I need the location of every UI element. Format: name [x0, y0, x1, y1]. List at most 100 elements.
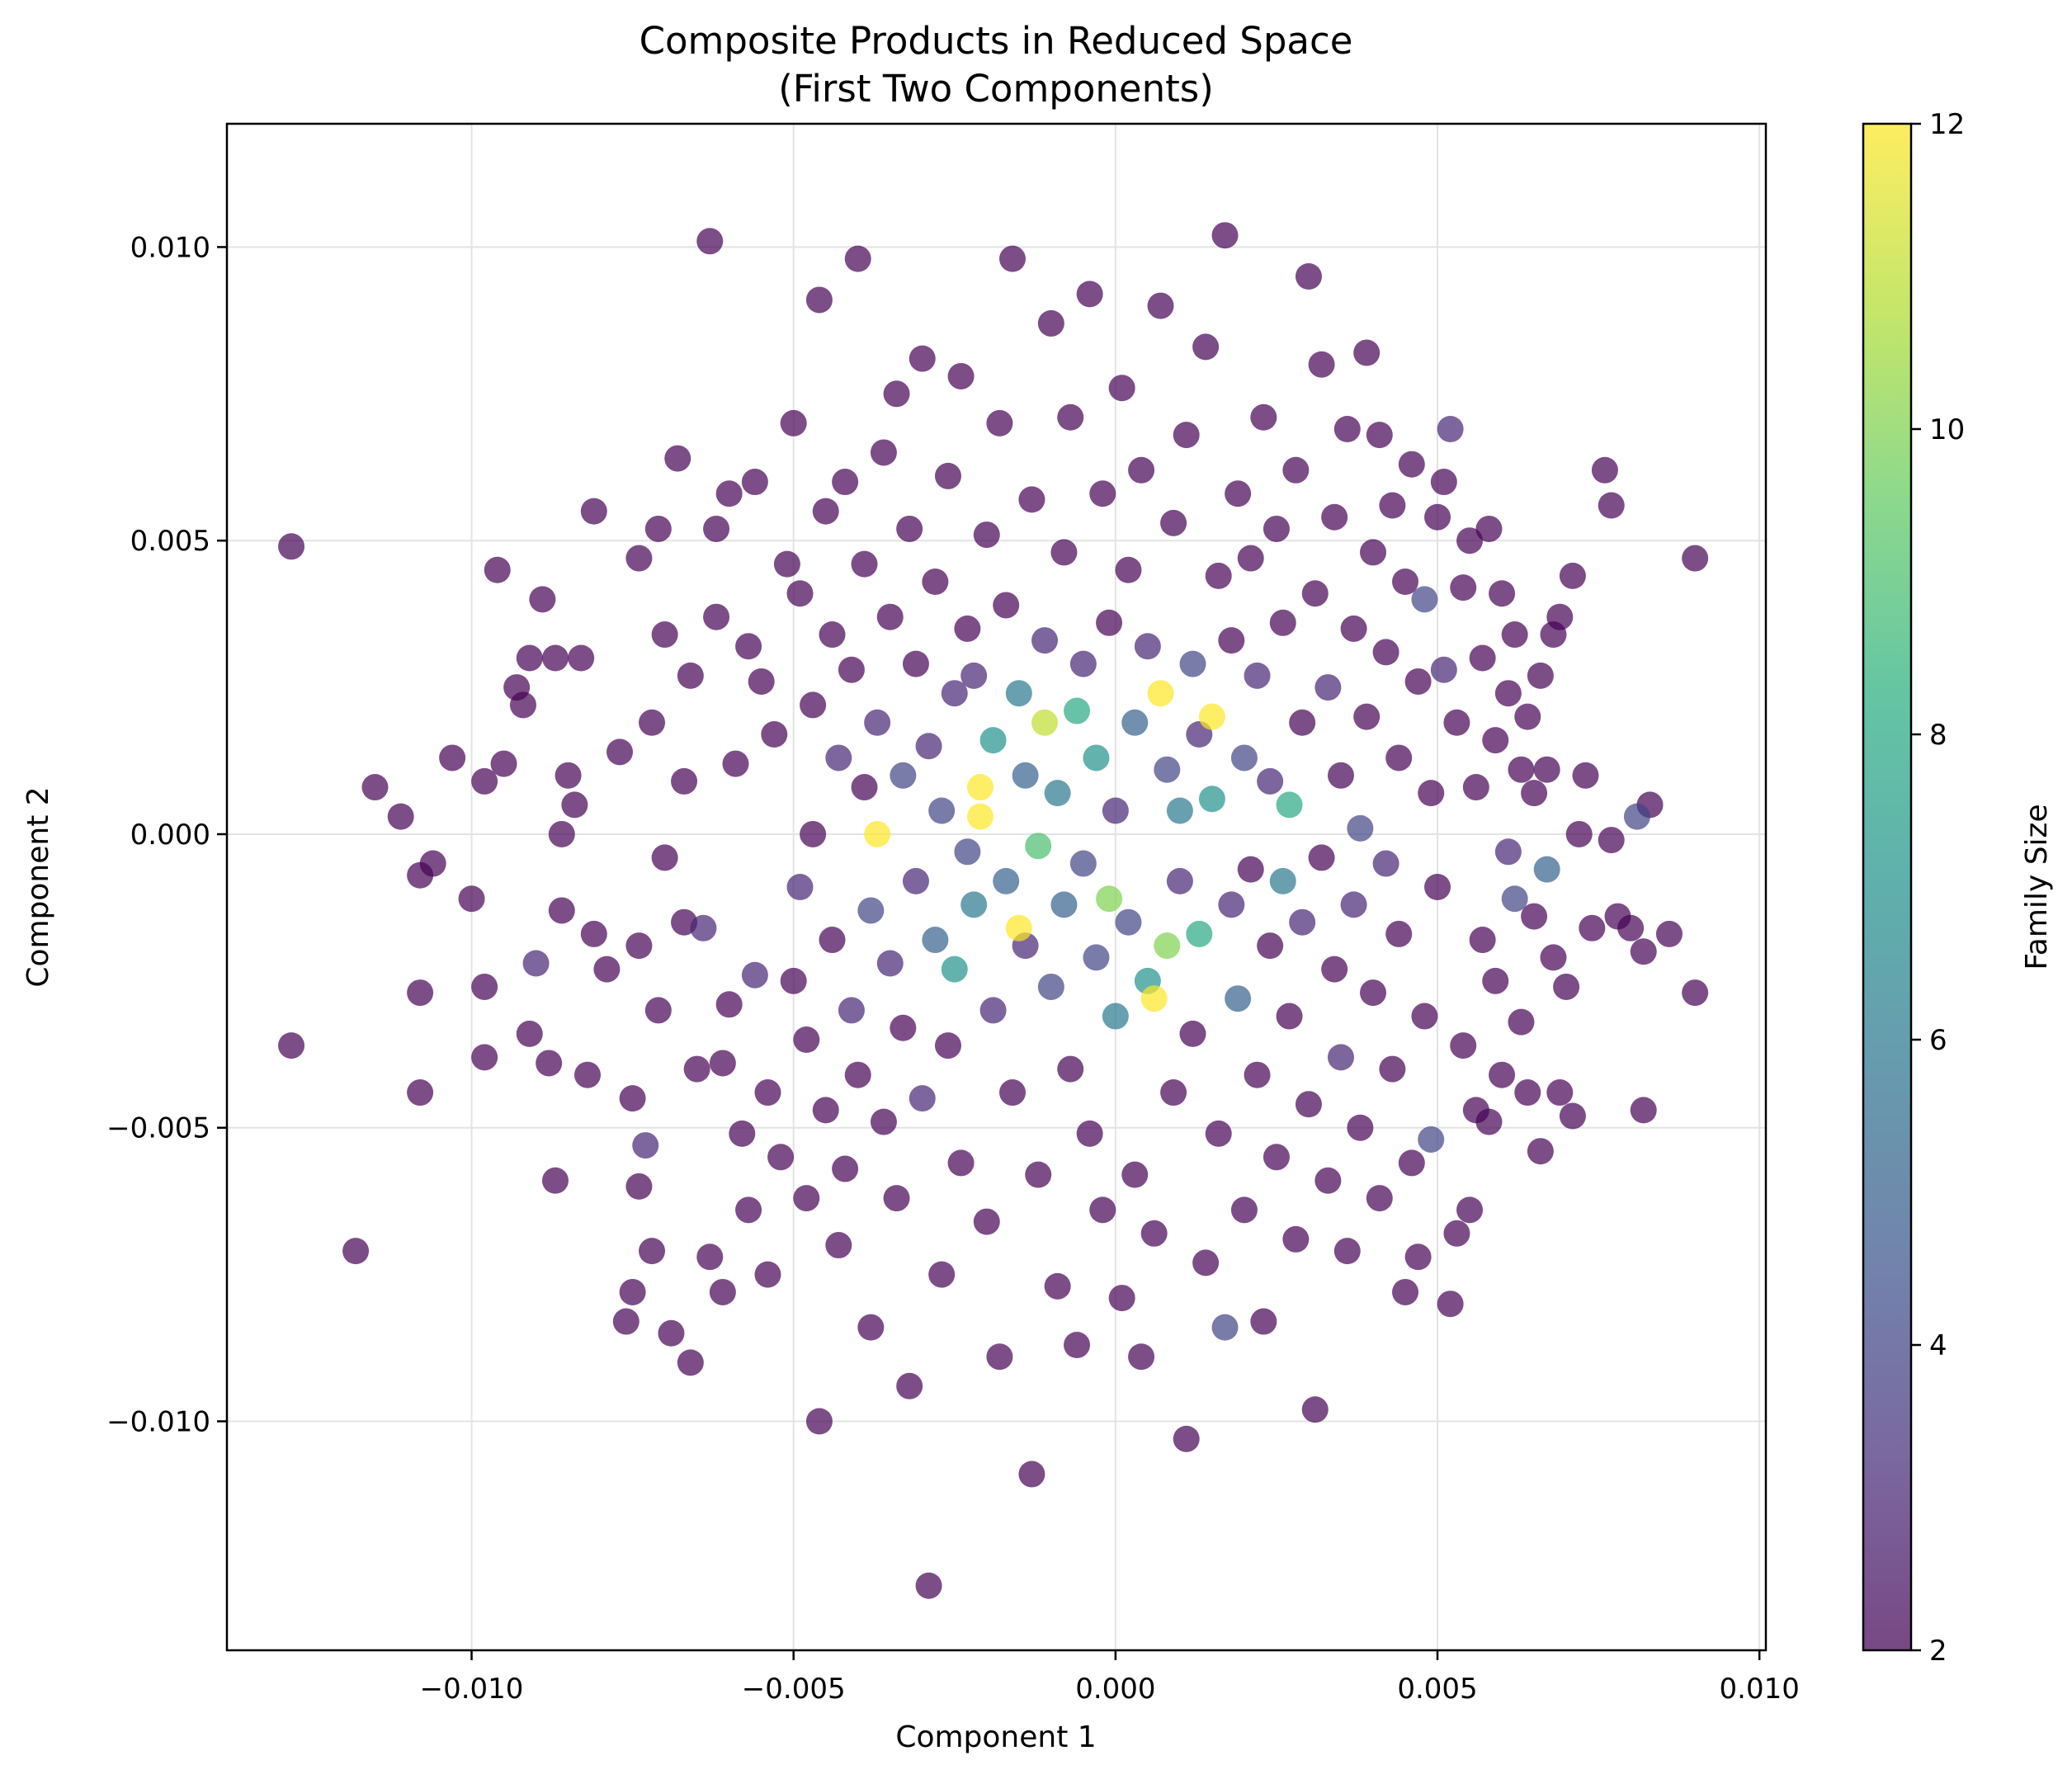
scatter-point: [1456, 527, 1484, 554]
scatter-point: [973, 1208, 1000, 1235]
scatter-point: [1225, 480, 1252, 507]
scatter-point: [1379, 492, 1406, 519]
x-axis-ticks: −0.010 −0.005 0.000 0.005 0.010: [420, 1650, 1800, 1706]
scatter-point: [1598, 827, 1625, 854]
scatter-point: [1301, 580, 1329, 607]
scatter-point: [1076, 1120, 1103, 1147]
scatter-point: [1572, 762, 1599, 789]
scatter-point: [1018, 1460, 1045, 1488]
scatter-point: [1269, 867, 1296, 894]
scatter-point: [922, 569, 949, 595]
scatter-point: [1147, 680, 1174, 707]
x-tick-label: 0.005: [1397, 1673, 1477, 1706]
scatter-point: [625, 1173, 653, 1200]
scatter-point: [1050, 539, 1078, 566]
scatter-point: [1250, 1308, 1277, 1335]
scatter-point: [1140, 985, 1168, 1012]
scatter-point: [1173, 422, 1200, 449]
scatter-point: [1218, 891, 1245, 918]
scatter-point: [844, 245, 871, 272]
scatter-point: [1623, 803, 1650, 830]
scatter-point: [800, 820, 827, 847]
scatter-point: [805, 286, 833, 314]
scatter-point: [1057, 1055, 1084, 1083]
scatter-point: [644, 515, 672, 542]
scatter-point: [1295, 263, 1322, 290]
scatter-point: [1230, 1196, 1258, 1224]
scatter-point: [1289, 908, 1316, 936]
scatter-point: [999, 1079, 1027, 1107]
scatter-point: [857, 1314, 885, 1341]
scatter-point: [819, 927, 846, 954]
scatter-point: [1064, 1332, 1091, 1358]
scatter-point: [722, 750, 749, 777]
scatter-point: [915, 733, 942, 760]
scatter-point: [1301, 1396, 1329, 1423]
scatter-point: [1514, 1079, 1541, 1107]
scatter-point: [651, 621, 678, 649]
scatter-point: [471, 767, 498, 795]
scatter-point: [1025, 1161, 1052, 1188]
scatter-point: [1340, 615, 1367, 642]
scatter-point: [1565, 820, 1593, 847]
scatter-point: [812, 498, 839, 525]
scatter-point: [1044, 1272, 1071, 1300]
x-tick-label: 0.000: [1075, 1673, 1155, 1706]
scatter-point: [458, 885, 485, 913]
scatter-point: [741, 469, 768, 496]
scatter-point: [979, 997, 1007, 1024]
scatter-point: [1192, 1249, 1220, 1276]
scatter-points: [278, 222, 1709, 1599]
scatter-point: [1404, 1243, 1432, 1271]
scatter-point: [1598, 492, 1625, 519]
scatter-point: [902, 650, 929, 677]
scatter-point: [1430, 469, 1457, 496]
scatter-point: [1630, 1097, 1657, 1124]
scatter-point: [1005, 680, 1032, 707]
scatter-point: [1475, 1108, 1503, 1135]
scatter-point: [1379, 1055, 1406, 1083]
scatter-point: [767, 1144, 795, 1171]
scatter-point: [1353, 339, 1381, 366]
scatter-point: [278, 533, 305, 560]
scatter-point: [780, 409, 807, 436]
scatter-point: [966, 803, 994, 830]
scatter-point: [986, 1343, 1013, 1371]
scatter-point: [419, 850, 446, 877]
scatter-point: [1494, 680, 1522, 707]
scatter-point: [825, 1232, 852, 1259]
scatter-point: [1282, 456, 1310, 484]
scatter-point: [490, 750, 517, 777]
scatter-point: [1527, 1138, 1554, 1165]
scatter-point: [715, 991, 743, 1018]
scatter-point: [1321, 503, 1348, 531]
colorbar-tick-label: 10: [1929, 413, 1965, 446]
scatter-point: [1263, 515, 1290, 542]
scatter-point: [1418, 1125, 1445, 1153]
scatter-point: [986, 409, 1013, 436]
scatter-point: [793, 1185, 820, 1212]
scatter-point: [1230, 744, 1258, 772]
scatter-point: [1501, 885, 1528, 913]
scatter-point: [1179, 650, 1206, 677]
scatter-point: [1462, 774, 1489, 801]
scatter-point: [1205, 1120, 1232, 1147]
scatter-point: [1392, 569, 1419, 595]
scatter-point: [934, 1032, 961, 1059]
scatter-point: [812, 1097, 839, 1124]
scatter-point: [800, 691, 827, 719]
scatter-point: [1108, 1285, 1135, 1312]
y-tick-label: 0.010: [130, 231, 210, 264]
y-tick-label: 0.005: [130, 525, 210, 558]
scatter-point: [619, 1085, 646, 1112]
x-tick-label: −0.005: [742, 1673, 846, 1706]
scatter-point: [979, 727, 1007, 754]
scatter-point: [1282, 1225, 1310, 1253]
y-axis-ticks: −0.010 −0.005 0.000 0.005 0.010: [106, 231, 227, 1439]
colorbar-tick-label: 6: [1929, 1024, 1947, 1057]
scatter-point: [928, 1261, 956, 1288]
scatter-point: [825, 744, 852, 772]
colorbar-label: Family Size: [2020, 804, 2054, 970]
